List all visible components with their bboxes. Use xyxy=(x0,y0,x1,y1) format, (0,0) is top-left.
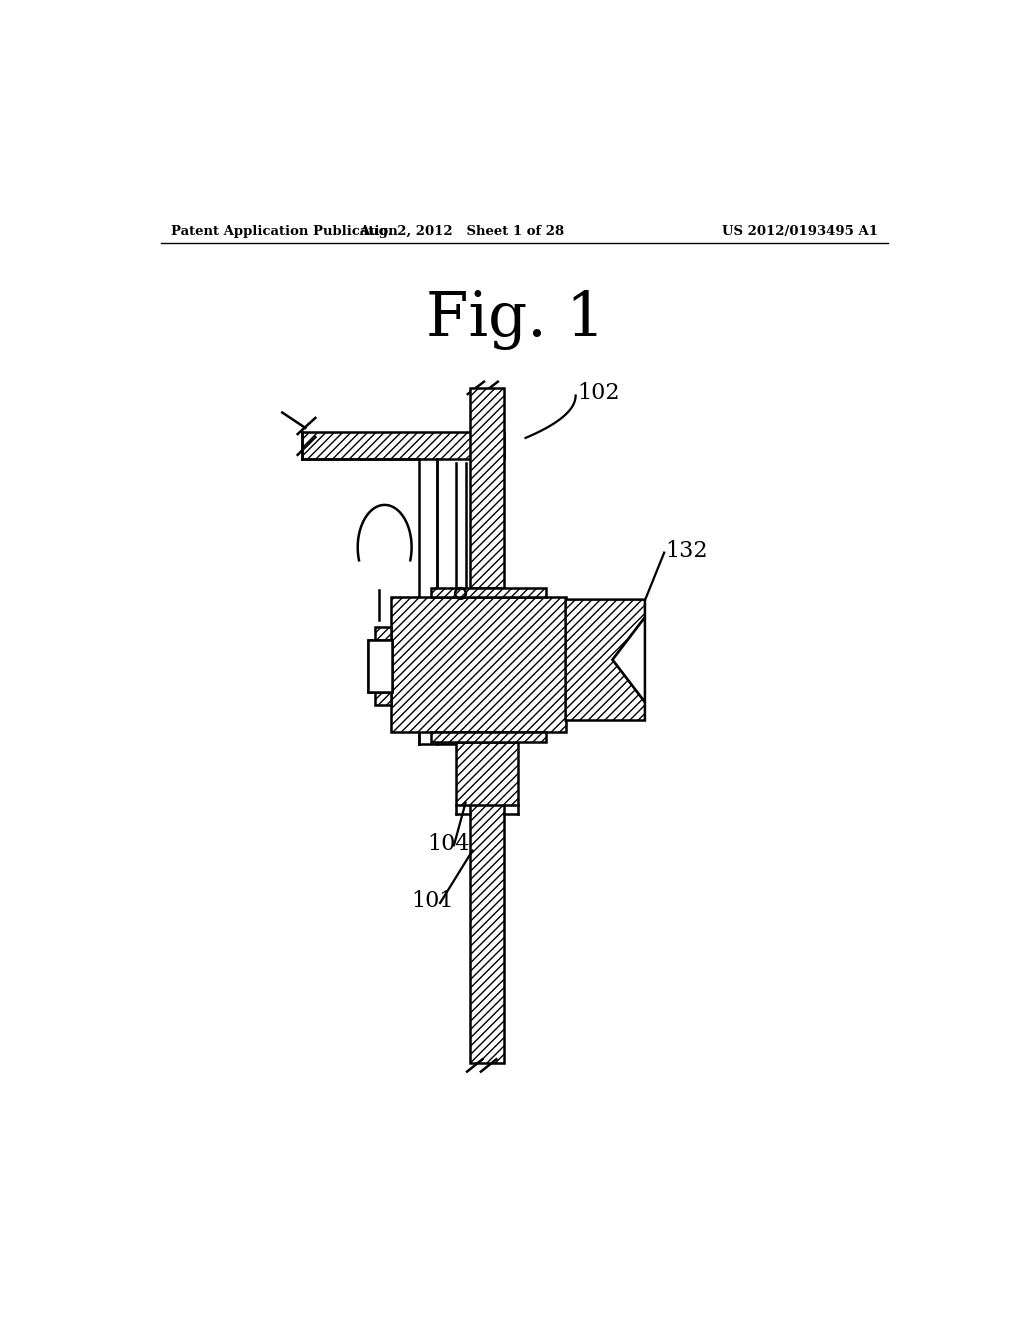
Bar xyxy=(368,640,392,692)
Text: 102: 102 xyxy=(578,383,620,404)
Text: US 2012/0193495 A1: US 2012/0193495 A1 xyxy=(723,224,879,238)
Polygon shape xyxy=(565,599,645,721)
Text: Aug. 2, 2012   Sheet 1 of 28: Aug. 2, 2012 Sheet 1 of 28 xyxy=(359,224,564,238)
Text: 101: 101 xyxy=(412,891,454,912)
Text: Fig. 1: Fig. 1 xyxy=(426,290,605,350)
Text: Patent Application Publication: Patent Application Publication xyxy=(171,224,397,238)
Bar xyxy=(391,597,565,733)
Bar xyxy=(457,742,518,805)
Bar xyxy=(376,627,391,705)
Text: 132: 132 xyxy=(666,540,709,562)
Bar xyxy=(470,742,504,1063)
Bar xyxy=(470,388,504,589)
Bar xyxy=(301,432,504,459)
Bar xyxy=(431,589,547,598)
Polygon shape xyxy=(612,618,645,702)
Text: 104: 104 xyxy=(427,833,470,855)
Bar xyxy=(368,640,392,692)
Bar xyxy=(431,733,547,742)
